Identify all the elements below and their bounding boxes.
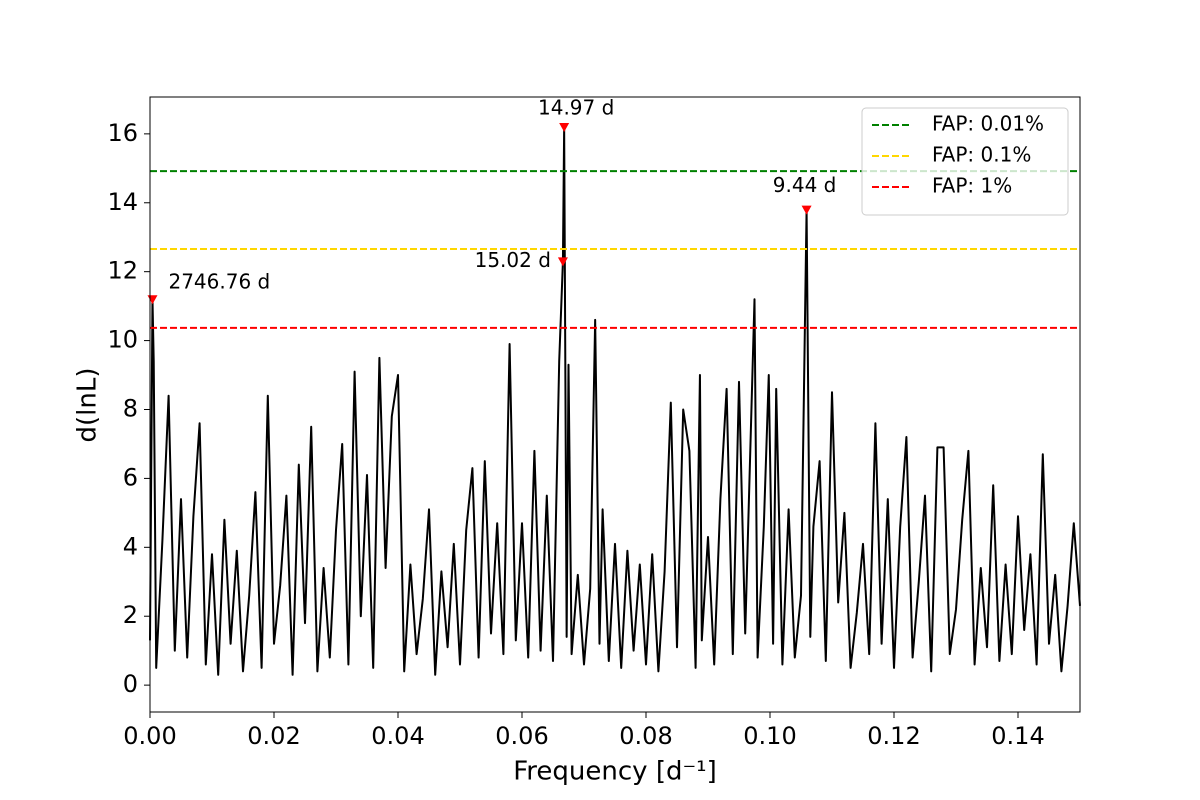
legend-label: FAP: 1% [932, 174, 1012, 198]
peak-label: 9.44 d [773, 173, 837, 197]
y-tick-label: 2 [123, 601, 138, 629]
x-tick-label: 0.04 [371, 722, 424, 750]
y-tick-label: 6 [123, 463, 138, 491]
peak-label: 15.02 d [475, 248, 551, 272]
y-tick-label: 12 [107, 257, 138, 285]
x-tick-label: 0.14 [991, 722, 1044, 750]
peak-label: 14.97 d [538, 95, 614, 119]
x-tick-label: 0.10 [743, 722, 796, 750]
peak-label: 2746.76 d [168, 270, 270, 294]
periodogram-line [149, 125, 1081, 676]
y-tick-label: 4 [123, 532, 138, 560]
y-tick-label: 0 [123, 670, 138, 698]
x-axis-label: Frequency [d⁻¹] [513, 757, 717, 787]
x-tick-label: 0.06 [495, 722, 548, 750]
legend-label: FAP: 0.1% [932, 143, 1031, 167]
x-tick-label: 0.12 [867, 722, 920, 750]
peak-marker [801, 205, 812, 215]
y-tick-label: 14 [107, 188, 138, 216]
x-tick-label: 0.08 [619, 722, 672, 750]
peak-marker [557, 257, 568, 267]
x-tick-label: 0.02 [247, 722, 300, 750]
legend-box [861, 107, 1069, 216]
y-tick-label: 16 [107, 119, 138, 147]
peak-marker [147, 295, 158, 305]
y-axis-label: d(lnL) [73, 368, 103, 443]
y-tick-label: 8 [123, 394, 138, 422]
legend-label: FAP: 0.01% [932, 112, 1044, 136]
y-tick-label: 10 [107, 326, 138, 354]
plot-frame [149, 96, 1081, 713]
peak-marker [559, 122, 570, 132]
x-tick-label: 0.00 [123, 722, 176, 750]
